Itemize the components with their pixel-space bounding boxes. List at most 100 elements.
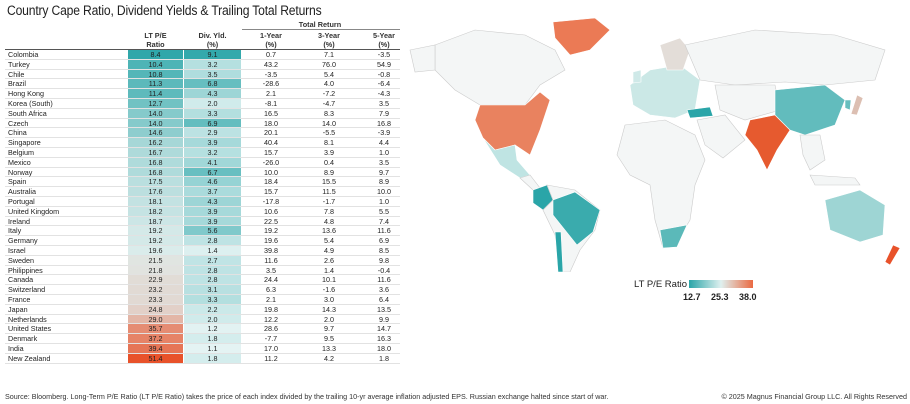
country-name: Belgium [8,147,34,157]
table-row: Netherlands 29.0 2.0 12.2 2.0 9.9 [5,314,400,325]
country-name: Mexico [8,157,31,167]
return-3y-cell: 8.1 [324,138,334,148]
return-3y-cell: 7.1 [324,50,334,59]
div-yield-cell: 1.8 [184,353,241,363]
return-3y-cell: 9.5 [324,334,334,344]
country-name: Switzerland [8,285,46,295]
return-5y-cell: -3.5 [377,50,391,59]
country-name: Canada [8,275,34,285]
dy-header-line2: (%) [206,40,219,49]
return-5y-cell: 1.0 [379,196,389,206]
return-1y-cell: 12.2 [264,314,278,324]
div-yield-cell: 3.3 [184,294,241,304]
table-row: India 39.4 1.1 17.0 13.3 18.0 [5,343,400,354]
map-se-asia [799,134,826,171]
return-5y-cell: 6.4 [379,294,389,304]
return-5y-cell: 11.6 [377,275,391,285]
table-row: Italy 19.2 5.6 19.2 13.6 11.6 [5,226,400,237]
return-5y-cell: 8.9 [379,177,389,187]
return-3y-cell: 76.0 [322,59,336,69]
return-5y-cell: 8.5 [379,245,389,255]
table-row: Chile 10.8 3.5 -3.5 5.4 -0.8 [5,69,400,80]
map-usa [474,91,551,156]
div-yield-cell: 2.8 [184,265,241,275]
pe-header-line2: Ratio [146,40,165,49]
return-1y-cell: 24.4 [264,275,278,285]
table-row: Korea (South) 12.7 2.0 -8.1 -4.7 3.5 [5,98,400,109]
dy-header-line1: Div. Yld. [198,31,227,40]
table-row: Czech 14.0 6.9 18.0 14.0 16.8 [5,118,400,129]
world-map [409,17,901,272]
table-row: South Africa 14.0 3.3 16.5 8.3 7.9 [5,108,400,119]
div-yield-cell: 1.2 [184,324,241,333]
map-greenland [552,17,611,56]
country-name: Korea (South) [8,98,53,108]
map-brazil [552,191,601,246]
pe-cell: 19.2 [128,236,183,245]
return-1y-cell: 15.7 [264,187,278,197]
return-5y-cell: 16.8 [377,118,391,128]
return-5y-cell: 13.5 [377,304,391,314]
return-1y-cell: 22.5 [264,216,278,226]
return-3y-cell: 11.5 [322,187,336,197]
divider [242,29,400,30]
table-row: Australia 17.6 3.7 15.7 11.5 10.0 [5,187,400,197]
return-3y-cell: 5.4 [324,69,334,79]
return-1y-cell: 3.5 [266,265,276,275]
return-5y-cell: 3.6 [379,285,389,295]
map-africa [616,119,706,249]
return-5y-cell: 11.6 [377,226,391,236]
return-3y-cell: 2.6 [324,255,334,265]
y3-header-line2: (%) [323,40,335,49]
total-return-header: Total Return [298,20,342,29]
pe-cell: 19.2 [128,226,183,235]
div-yield-cell: 1.1 [184,343,241,353]
map-alaska [409,44,436,73]
country-name: Sweden [8,255,34,265]
map-russia [684,29,886,86]
map-scandinavia [659,37,691,71]
return-5y-cell: 1.8 [379,353,389,363]
country-name: South Africa [8,108,47,118]
return-3y-cell: 10.1 [322,275,336,285]
return-1y-cell: 15.7 [264,147,278,157]
return-3y-cell: 1.4 [324,265,334,275]
country-name: Australia [8,187,36,197]
div-yield-cell: 2.2 [184,304,241,314]
country-name: United Kingdom [8,206,60,216]
table-row: Turkey 10.4 3.2 43.2 76.0 54.9 [5,59,400,70]
div-yield-cell: 2.8 [184,275,241,284]
return-5y-cell: -6.4 [377,79,391,89]
return-5y-cell: 16.3 [377,334,391,344]
country-name: Norway [8,167,33,177]
return-5y-cell: 1.0 [379,147,389,157]
country-name: Netherlands [8,314,47,324]
return-5y-cell: 14.7 [377,324,391,334]
copyright: © 2025 Magnus Financial Group LLC. All R… [721,392,907,401]
return-1y-cell: -26.0 [262,157,280,167]
return-3y-cell: 4.9 [324,245,334,255]
country-name: Colombia [8,50,39,59]
return-1y-cell: 28.6 [264,324,278,334]
pe-cell: 23.3 [128,294,183,304]
y3-header: 3-Year (%) [303,31,355,49]
pe-header: LT P/E Ratio [128,31,183,49]
y3-header-line1: 3-Year [318,31,340,40]
pe-cell: 23.2 [128,285,183,294]
return-3y-cell: 4.0 [324,79,334,89]
div-yield-cell: 6.9 [184,118,241,128]
table-row: New Zealand 51.4 1.8 11.2 4.2 1.8 [5,353,400,364]
return-5y-cell: 4.4 [379,138,389,148]
country-name: Philippines [8,265,43,275]
return-1y-cell: -7.7 [264,334,278,344]
return-3y-cell: 14.0 [322,118,336,128]
div-yield-cell: 2.0 [184,98,241,108]
country-name: Hong Kong [8,89,44,99]
return-1y-cell: 11.2 [264,353,278,363]
return-1y-cell: 40.4 [264,138,278,148]
return-3y-cell: 0.4 [324,157,334,167]
return-5y-cell: 6.9 [379,236,389,246]
pe-cell: 21.5 [128,255,183,265]
return-1y-cell: 18.4 [264,177,278,187]
